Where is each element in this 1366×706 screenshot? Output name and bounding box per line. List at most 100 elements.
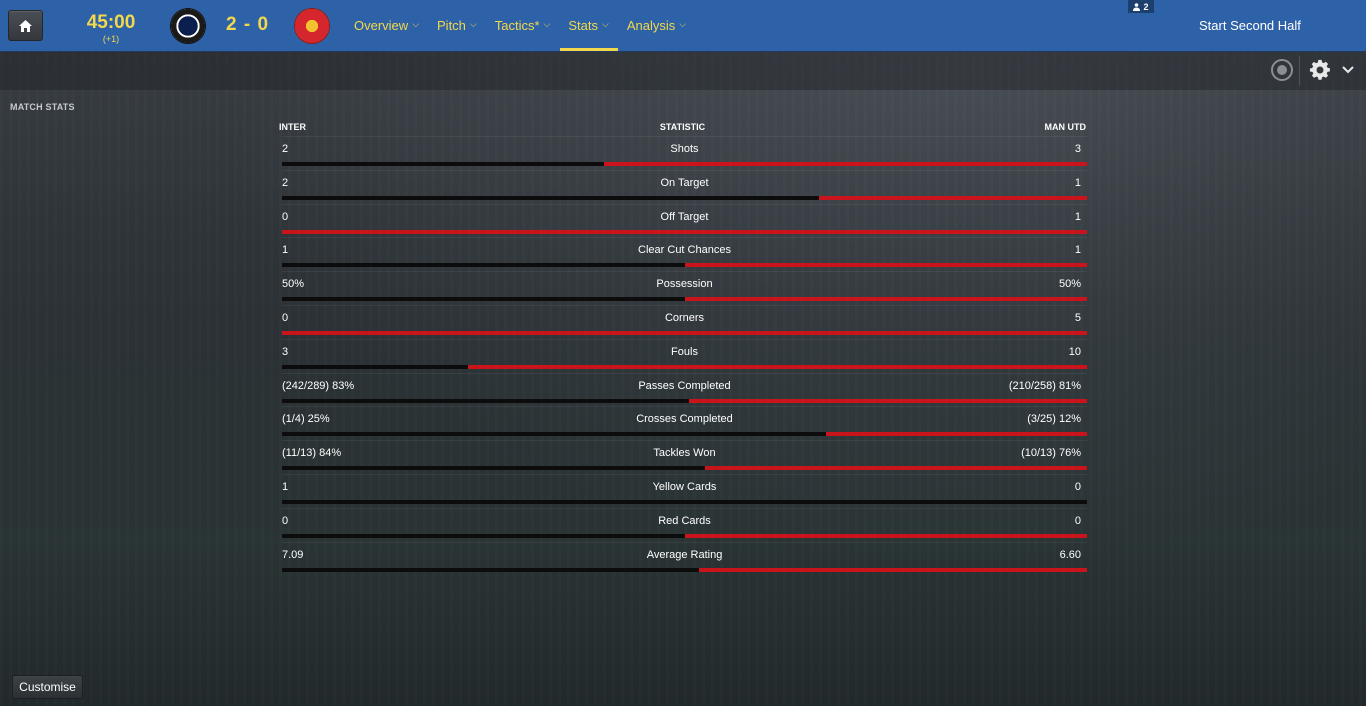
home-share-bar [282,365,468,369]
home-share-bar [282,466,705,470]
chevron-down-icon: ⌵ [679,19,687,29]
comparison-bar [282,399,1087,403]
comparison-bar [282,534,1087,538]
tab-label: Pitch [437,18,466,33]
chevron-down-icon[interactable] [1340,60,1356,80]
stat-row: (242/289) 83% Passes Completed (210/258) 8… [282,373,1087,408]
stat-row: 1 Clear Cut Chances 1 [282,237,1087,272]
tab-label: Stats [568,18,598,33]
home-share-bar [282,534,685,538]
away-share-bar [282,331,1087,335]
away-share-bar [604,162,1087,166]
away-value: 0 [1074,515,1081,527]
stat-name: Corners [664,312,705,324]
home-share-bar [282,196,819,200]
away-share-bar [685,534,1087,538]
match-nav: Overview ⌵ Pitch ⌵ Tactics* ⌵ Stats ⌵ Analys… [354,0,704,51]
stat-row: 3 Fouls 10 [282,339,1087,374]
stat-row: 1 Yellow Cards 0 [282,474,1087,509]
home-team-header: INTER [279,122,306,132]
away-value: 1 [1074,177,1081,189]
start-second-half-button[interactable]: Start Second Half [1199,18,1301,33]
away-value: (3/25) 12% [1027,413,1081,425]
home-value: (1/4) 25% [282,413,330,425]
away-value: 10 [1068,346,1081,358]
user-count: 2 [1143,1,1149,12]
sub-toolbar [0,51,1366,90]
away-team-header: MAN UTD [1044,122,1087,132]
home-value: 0 [282,211,289,223]
away-value: 6.60 [1059,549,1081,561]
stat-row: 7.09 Average Rating 6.60 [282,542,1087,577]
stat-name: Crosses Completed [636,413,733,425]
away-share-bar [689,399,1087,403]
stat-row: (1/4) 25% Crosses Completed (3/25) 12% [282,406,1087,441]
home-value: 3 [282,346,289,358]
chevron-down-icon: ⌵ [543,19,551,29]
home-share-bar [282,500,1087,504]
clock-time: 45:00 [86,12,136,33]
comparison-bar [282,466,1087,470]
away-share-bar [685,297,1087,301]
stat-name: Off Target [660,211,709,223]
tab-tactics[interactable]: Tactics* ⌵ [495,0,560,51]
panel-title: MATCH STATS [10,102,75,112]
chevron-down-icon: ⌵ [602,19,609,29]
away-share-bar [699,568,1087,572]
home-value: 50% [282,278,305,290]
tab-label: Tactics* [494,18,540,33]
inter-crest-icon[interactable] [170,8,206,44]
comparison-bar [282,500,1087,504]
tab-stats[interactable]: Stats ⌵ [560,0,619,51]
stat-name: Average Rating [646,549,723,561]
away-value: (210/258) 81% [1008,380,1081,392]
home-value: 0 [282,312,289,324]
tab-overview[interactable]: Overview ⌵ [354,0,428,51]
home-value: 2 [282,177,289,189]
stat-name: Possession [656,278,713,290]
home-value: (242/289) 83% [282,380,355,392]
home-share-bar [282,263,685,267]
away-share-bar [826,432,1087,436]
man-utd-crest-icon[interactable] [294,8,330,44]
home-value: 7.09 [282,549,304,561]
away-share-bar [705,466,1087,470]
gear-icon[interactable] [1309,59,1331,81]
away-value: 1 [1074,211,1081,223]
stat-row: 0 Off Target 1 [282,204,1087,239]
stat-name: Tackles Won [653,447,716,459]
home-share-bar [282,399,689,403]
stat-name: Shots [670,143,699,155]
stat-name: Red Cards [658,515,711,527]
stat-name: Fouls [671,346,698,358]
scoreline: 2 - 0 [226,14,270,35]
customise-button[interactable]: Customise [12,675,83,699]
added-time: (+1) [102,34,120,44]
comparison-bar [282,162,1087,166]
stat-name: Passes Completed [638,380,731,392]
comparison-bar [282,432,1087,436]
stat-row: 0 Corners 5 [282,305,1087,340]
tab-label: Analysis [626,18,676,33]
home-share-bar [282,432,826,436]
away-share-bar [468,365,1087,369]
stat-row: 2 On Target 1 [282,170,1087,205]
comparison-bar [282,196,1087,200]
away-value: 1 [1074,244,1081,256]
home-icon [19,19,32,32]
home-share-bar [282,162,604,166]
record-icon[interactable] [1271,59,1293,81]
chevron-down-icon: ⌵ [412,19,420,29]
home-value: 1 [282,481,289,493]
home-value: 0 [282,515,289,527]
user-count-badge: 2 [1128,0,1154,13]
home-value: 2 [282,143,289,155]
stat-row: 50% Possession 50% [282,271,1087,306]
home-button[interactable] [8,10,43,41]
tab-pitch[interactable]: Pitch ⌵ [437,0,486,51]
tab-analysis[interactable]: Analysis ⌵ [627,0,695,51]
stat-name: On Target [660,177,709,189]
away-share-bar [282,230,1087,234]
away-value: 50% [1058,278,1081,290]
person-icon [1133,2,1141,11]
